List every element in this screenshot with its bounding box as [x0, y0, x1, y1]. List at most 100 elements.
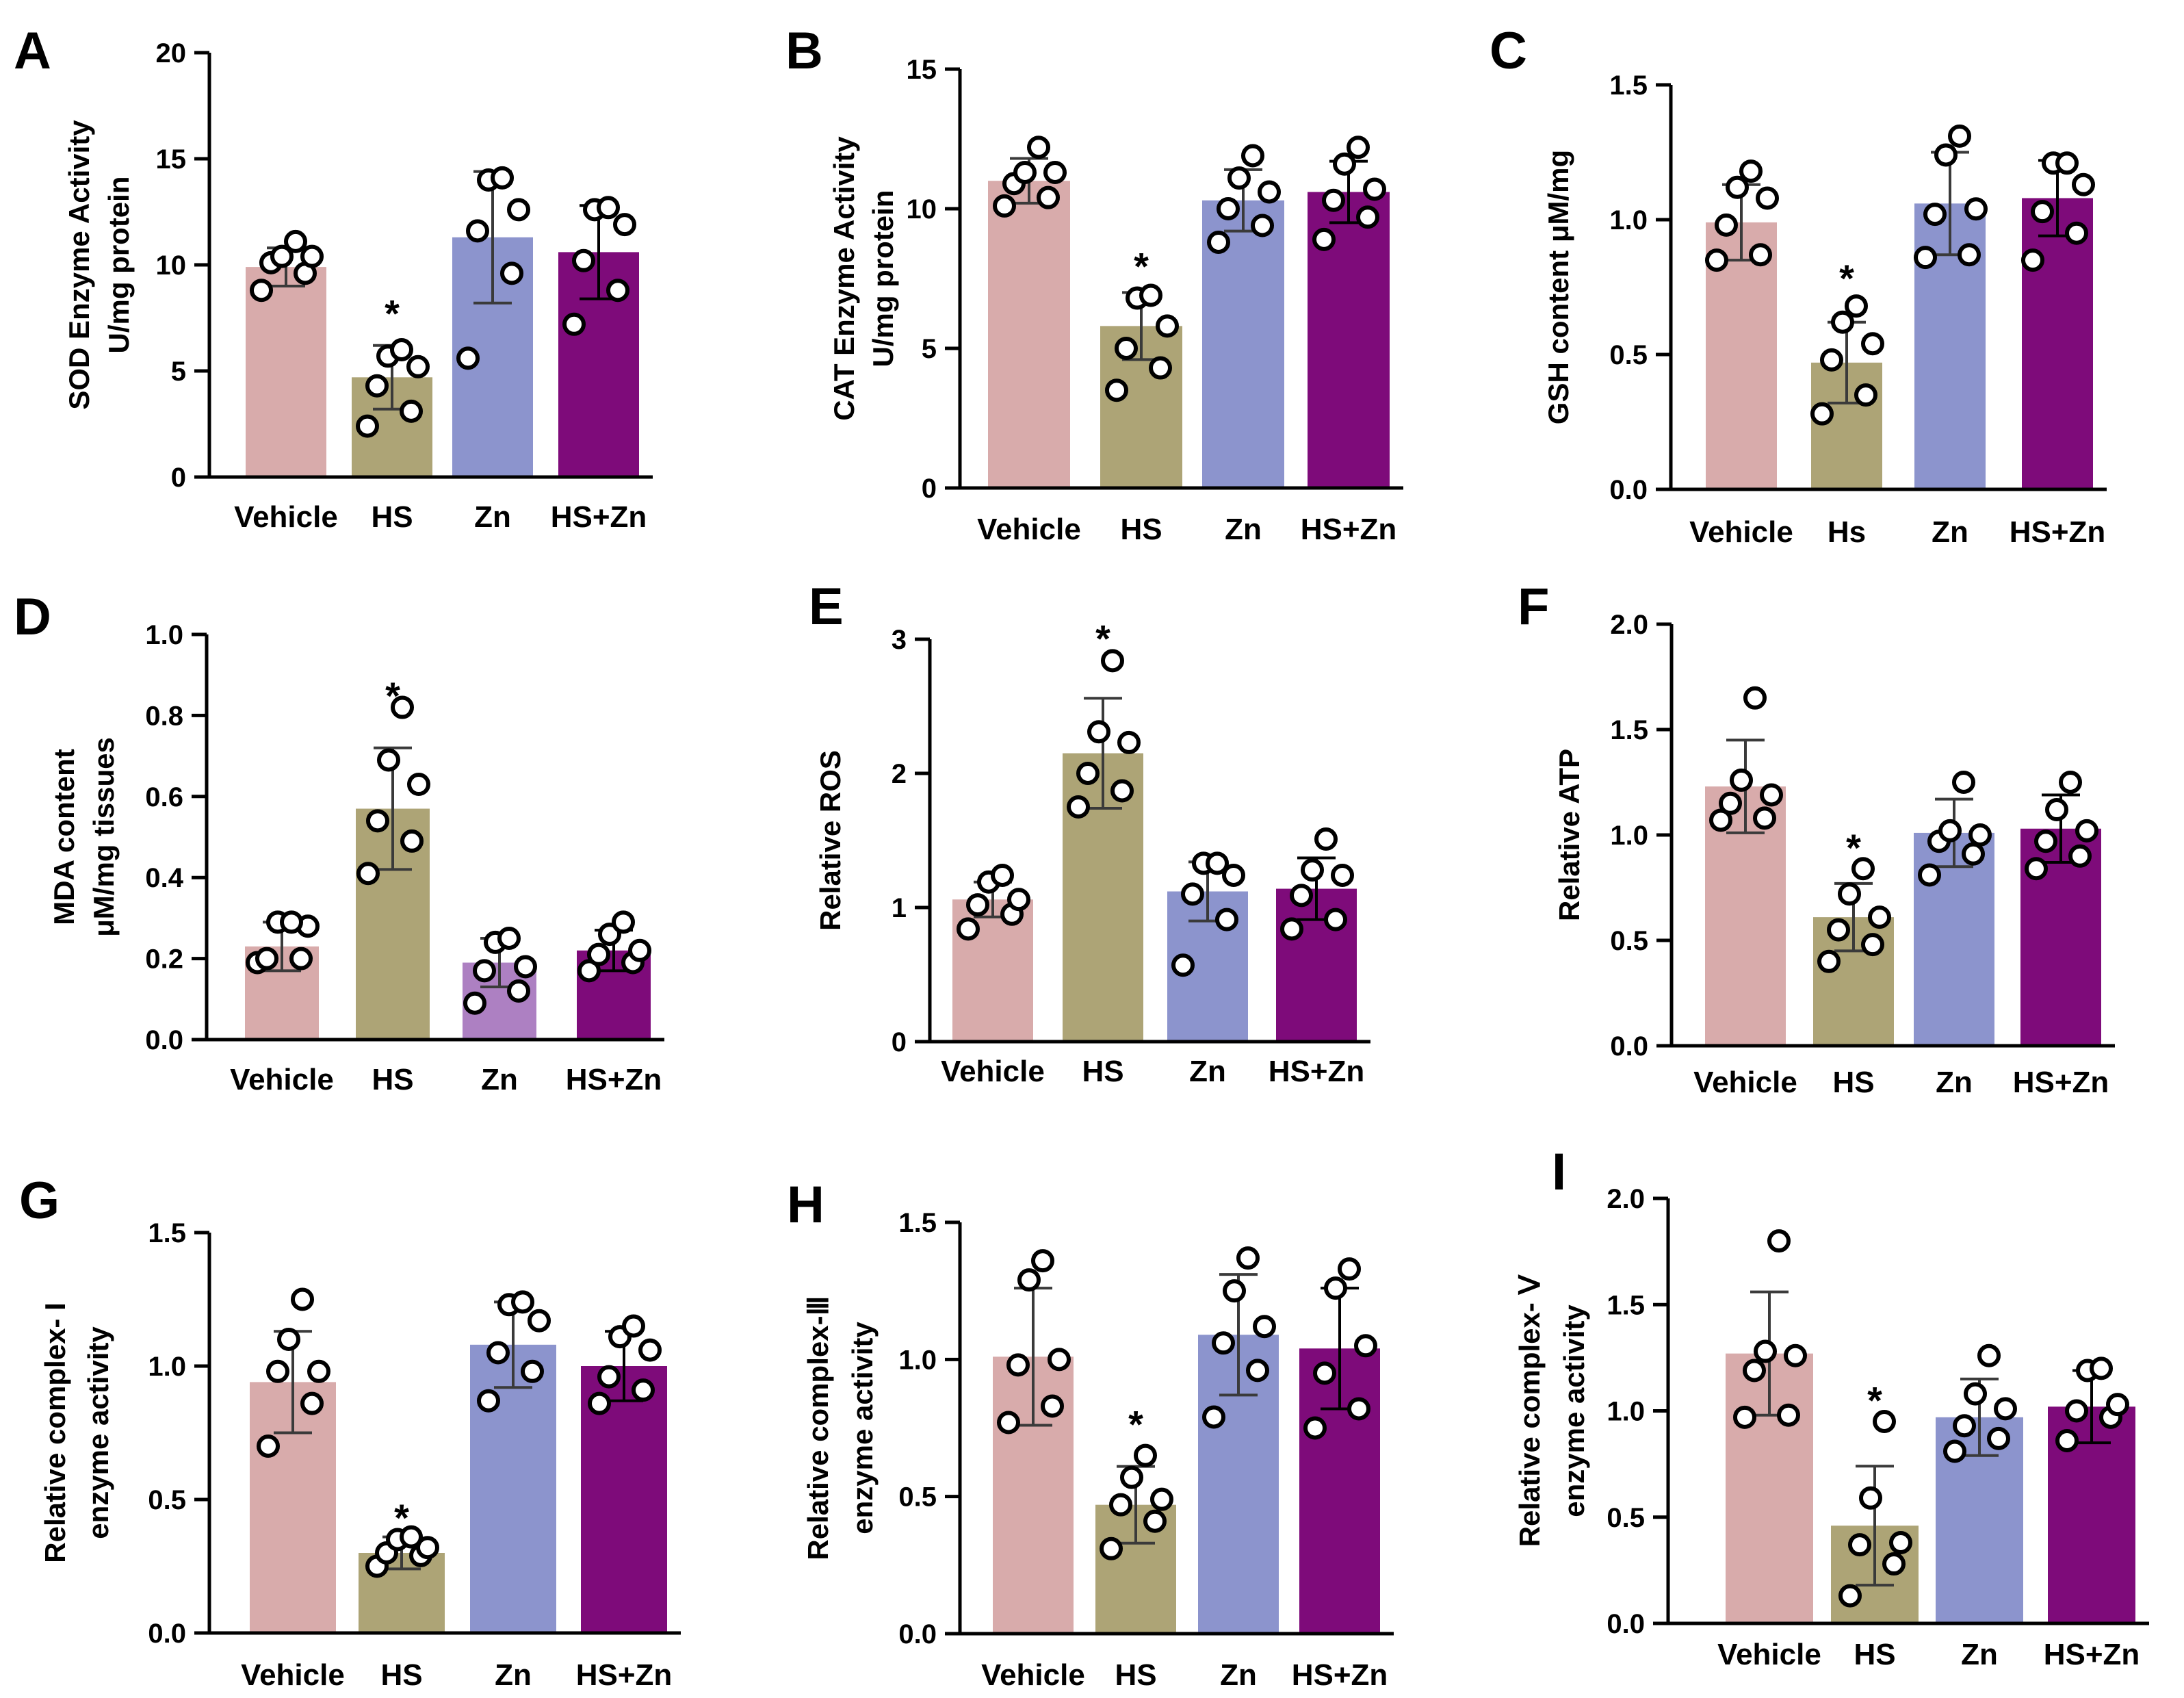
- significance-star: *: [1846, 826, 1861, 869]
- data-point: [1301, 858, 1324, 882]
- data-point: [2025, 857, 2048, 881]
- x-category-label: HS+Zn: [2044, 1638, 2140, 1671]
- y-axis-title: enzyme activity: [1558, 1304, 1590, 1517]
- y-tick-label: 0: [922, 474, 937, 504]
- y-axis-title: enzyme activity: [846, 1322, 879, 1534]
- y-tick-label: 10: [156, 250, 187, 281]
- panel-letter: G: [19, 1172, 60, 1230]
- significance-star: *: [1095, 617, 1110, 660]
- data-point: [463, 991, 486, 1015]
- data-point: [1105, 378, 1128, 402]
- data-point: [1251, 214, 1274, 237]
- data-point: [1953, 1414, 1976, 1438]
- data-point: [1754, 1339, 1777, 1363]
- x-category-label: Hs: [1828, 515, 1866, 549]
- data-point: [1938, 819, 1962, 842]
- data-point: [2065, 221, 2088, 245]
- significance-star: *: [1839, 257, 1854, 300]
- data-point: [1241, 144, 1264, 168]
- x-category-label: Zn: [474, 500, 511, 534]
- data-point: [507, 198, 530, 222]
- data-point: [612, 910, 635, 934]
- x-category-label: HS+Zn: [551, 500, 647, 534]
- x-category-label: Vehicle: [1693, 1066, 1797, 1099]
- data-point: [477, 1389, 500, 1413]
- y-axis-title: Relative ROS: [814, 750, 846, 931]
- data-point: [587, 942, 610, 966]
- data-point: [1246, 1359, 1269, 1382]
- data-point: [284, 229, 307, 253]
- data-point: [307, 1359, 330, 1383]
- data-point: [266, 1359, 289, 1383]
- data-point: [1031, 1249, 1054, 1273]
- data-point: [1719, 791, 1742, 815]
- data-point: [456, 346, 480, 370]
- data-point: [1223, 1279, 1246, 1303]
- data-point: [356, 862, 380, 886]
- y-tick-label: 0.6: [145, 782, 183, 812]
- data-point: [1312, 227, 1336, 251]
- data-point: [1739, 159, 1763, 183]
- data-point: [257, 1435, 280, 1458]
- data-point: [365, 374, 389, 398]
- data-point: [1923, 203, 1947, 227]
- y-tick-label: 0.0: [1609, 475, 1648, 505]
- data-point: [1215, 908, 1238, 931]
- data-point: [1868, 905, 1891, 929]
- data-point: [1324, 908, 1347, 931]
- x-category-label: HS: [372, 1063, 413, 1096]
- data-point: [1212, 1331, 1235, 1355]
- data-point: [1156, 314, 1179, 338]
- data-point: [1854, 383, 1877, 407]
- y-tick-label: 0.4: [145, 863, 183, 893]
- y-tick-label: 1.5: [1607, 1290, 1645, 1320]
- data-point: [255, 947, 278, 970]
- data-point: [1820, 348, 1843, 372]
- data-point: [377, 748, 400, 772]
- data-point: [993, 194, 1016, 218]
- data-point: [1948, 124, 1971, 148]
- data-point: [486, 1341, 510, 1365]
- data-point: [1810, 402, 1834, 426]
- data-point: [291, 1287, 314, 1311]
- data-point: [507, 979, 530, 1003]
- data-point: [400, 1525, 423, 1549]
- data-point: [638, 1338, 662, 1362]
- data-point: [277, 1328, 300, 1351]
- significance-star: *: [1867, 1378, 1882, 1422]
- data-point: [1313, 1361, 1336, 1385]
- data-point: [356, 414, 379, 438]
- y-tick-label: 15: [907, 55, 937, 85]
- x-category-label: Vehicle: [230, 1063, 334, 1096]
- data-point: [1356, 205, 1379, 229]
- y-tick-label: 0: [171, 463, 186, 493]
- data-point: [1101, 649, 1124, 673]
- data-point: [597, 1365, 621, 1389]
- data-point: [1134, 1443, 1157, 1467]
- data-point: [588, 1391, 611, 1415]
- data-point: [514, 955, 537, 979]
- panel-letter: A: [14, 22, 51, 80]
- data-point: [997, 1411, 1020, 1435]
- data-point: [1977, 1343, 2001, 1367]
- data-point: [562, 312, 586, 336]
- x-category-label: HS+Zn: [2010, 515, 2106, 549]
- panel-letter: B: [785, 22, 823, 80]
- y-tick-label: 0.0: [145, 1025, 183, 1055]
- significance-star: *: [1128, 1402, 1143, 1445]
- y-tick-label: 5: [922, 334, 937, 364]
- data-point: [1962, 842, 1985, 866]
- y-tick-label: 1.0: [1609, 205, 1648, 235]
- x-category-label: Vehicle: [234, 500, 338, 534]
- data-point: [1994, 1397, 2017, 1421]
- y-axis-title: U/mg protein: [867, 190, 899, 368]
- data-point: [1914, 246, 1937, 270]
- y-tick-label: 0: [892, 1027, 907, 1057]
- x-category-label: HS+Zn: [566, 1063, 662, 1096]
- x-category-label: Zn: [1932, 515, 1968, 549]
- data-point: [1859, 1486, 1882, 1510]
- data-point: [1171, 953, 1195, 977]
- data-point: [1943, 1439, 1966, 1463]
- y-tick-label: 15: [156, 144, 187, 175]
